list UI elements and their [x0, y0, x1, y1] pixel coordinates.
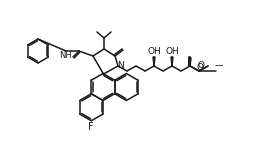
Text: —: —	[215, 61, 223, 71]
Text: O: O	[198, 61, 205, 71]
Polygon shape	[153, 57, 155, 66]
Text: OH: OH	[165, 48, 179, 56]
Text: NH: NH	[60, 51, 72, 59]
Text: O: O	[197, 62, 204, 72]
Text: N: N	[117, 61, 123, 71]
Text: OH: OH	[147, 48, 161, 56]
Polygon shape	[171, 57, 173, 66]
Text: F: F	[88, 122, 94, 132]
